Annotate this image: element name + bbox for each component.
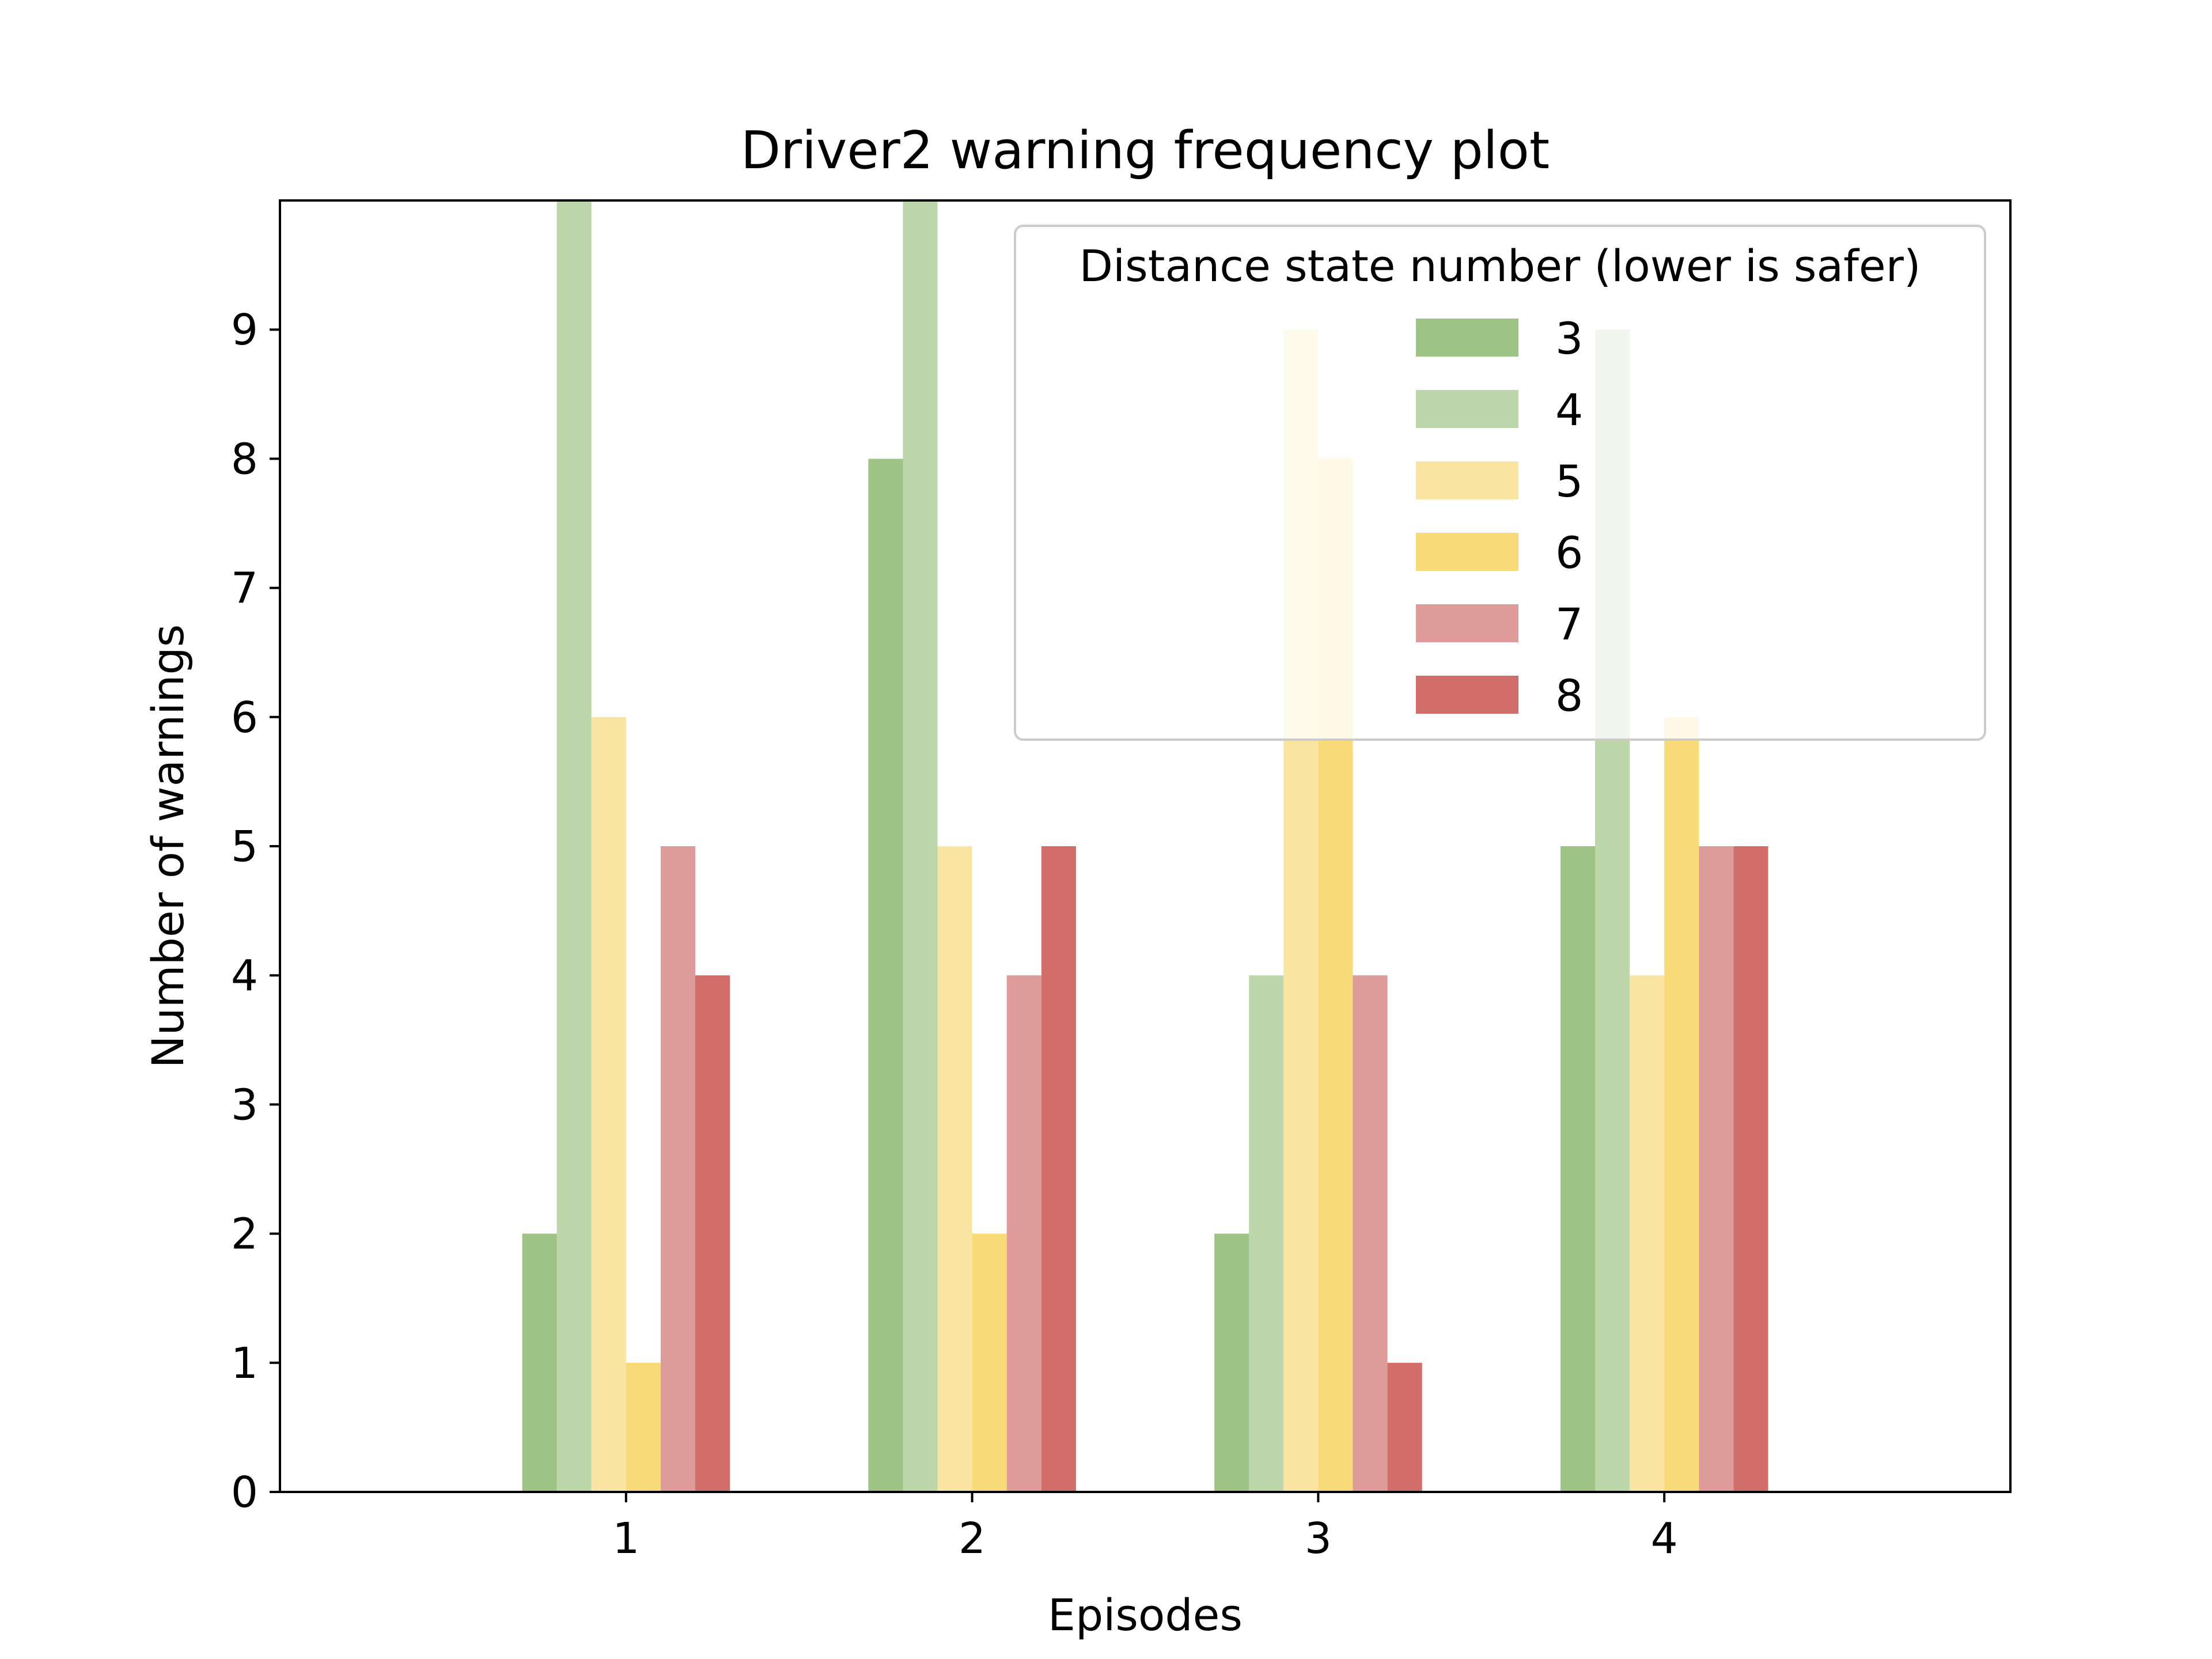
- bar-state-3-episode-1: [522, 1233, 557, 1492]
- legend-swatch-7: [1416, 604, 1518, 642]
- x-axis-label: Episodes: [1048, 1589, 1243, 1641]
- bar-state-7-episode-1: [660, 846, 695, 1492]
- legend-swatch-5: [1416, 461, 1518, 499]
- legend-label-6: 6: [1555, 527, 1583, 578]
- bar-state-8-episode-3: [1387, 1362, 1422, 1492]
- legend: Distance state number (lower is safer) 3…: [1014, 225, 1986, 741]
- bar-state-5-episode-4: [1630, 975, 1665, 1492]
- legend-swatch-3: [1416, 319, 1518, 357]
- bar-state-4-episode-3: [1249, 975, 1284, 1492]
- x-axis: 1 2 3 4: [612, 1492, 1678, 1563]
- y-tick-label: 5: [231, 822, 258, 872]
- legend-label-8: 8: [1555, 670, 1583, 721]
- y-tick-label: 6: [231, 693, 258, 743]
- bars-layer: [522, 200, 1768, 1493]
- x-tick-label: 4: [1651, 1514, 1678, 1563]
- bar-state-6-episode-2: [972, 1233, 1007, 1492]
- x-tick-label: 2: [959, 1514, 986, 1563]
- bar-state-7-episode-2: [1006, 975, 1041, 1492]
- legend-swatch-6: [1416, 533, 1518, 571]
- bar-state-3-episode-3: [1214, 1233, 1249, 1492]
- bar-state-8-episode-4: [1733, 846, 1768, 1492]
- y-tick-label: 2: [231, 1210, 258, 1259]
- bar-state-4-episode-2: [903, 200, 938, 1492]
- legend-label-7: 7: [1555, 599, 1583, 650]
- chart-title: Driver2 warning frequency plot: [741, 120, 1550, 181]
- bar-state-7-episode-4: [1699, 846, 1734, 1492]
- x-tick-label: 1: [612, 1514, 639, 1563]
- legend-label-5: 5: [1555, 456, 1583, 507]
- y-tick-label: 4: [231, 951, 258, 1001]
- y-tick-label: 1: [231, 1339, 258, 1388]
- bar-state-6-episode-4: [1664, 717, 1699, 1492]
- bar-state-6-episode-1: [626, 1362, 661, 1492]
- bar-state-5-episode-1: [591, 717, 626, 1492]
- bar-state-8-episode-2: [1041, 846, 1076, 1492]
- x-tick-label: 3: [1305, 1514, 1332, 1563]
- y-tick-label: 3: [231, 1080, 258, 1130]
- legend-title: Distance state number (lower is safer): [1080, 240, 1921, 291]
- bar-state-3-episode-4: [1560, 846, 1596, 1492]
- legend-swatch-8: [1416, 676, 1518, 714]
- legend-swatch-4: [1416, 390, 1518, 428]
- y-tick-label: 8: [231, 434, 258, 484]
- legend-label-4: 4: [1555, 384, 1583, 435]
- y-axis-label: Number of warnings: [142, 624, 194, 1069]
- bar-state-4-episode-1: [556, 200, 592, 1492]
- bar-state-7-episode-3: [1353, 975, 1388, 1492]
- y-tick-label: 9: [231, 305, 258, 355]
- y-axis: 0 1 2 3 4 5 6 7 8 9: [231, 305, 280, 1517]
- y-tick-label: 0: [231, 1468, 258, 1517]
- bar-state-8-episode-1: [695, 975, 730, 1492]
- y-tick-label: 7: [231, 564, 258, 613]
- bar-state-5-episode-2: [937, 846, 972, 1492]
- legend-entries: 3 4 5 6 7 8: [1416, 313, 1583, 721]
- legend-label-3: 3: [1555, 313, 1583, 364]
- bar-state-3-episode-2: [868, 459, 903, 1492]
